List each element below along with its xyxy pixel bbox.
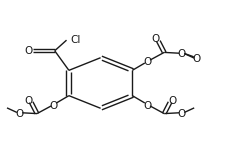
Text: O: O [24,96,33,106]
Text: O: O [178,109,186,119]
Text: O: O [144,57,152,67]
Text: O: O [24,46,33,56]
Text: Cl: Cl [70,35,81,44]
Text: O: O [193,54,201,64]
Text: O: O [49,101,58,111]
Text: O: O [169,96,177,106]
Text: O: O [151,34,160,44]
Text: O: O [144,101,152,111]
Text: O: O [15,109,23,119]
Text: O: O [178,49,186,59]
